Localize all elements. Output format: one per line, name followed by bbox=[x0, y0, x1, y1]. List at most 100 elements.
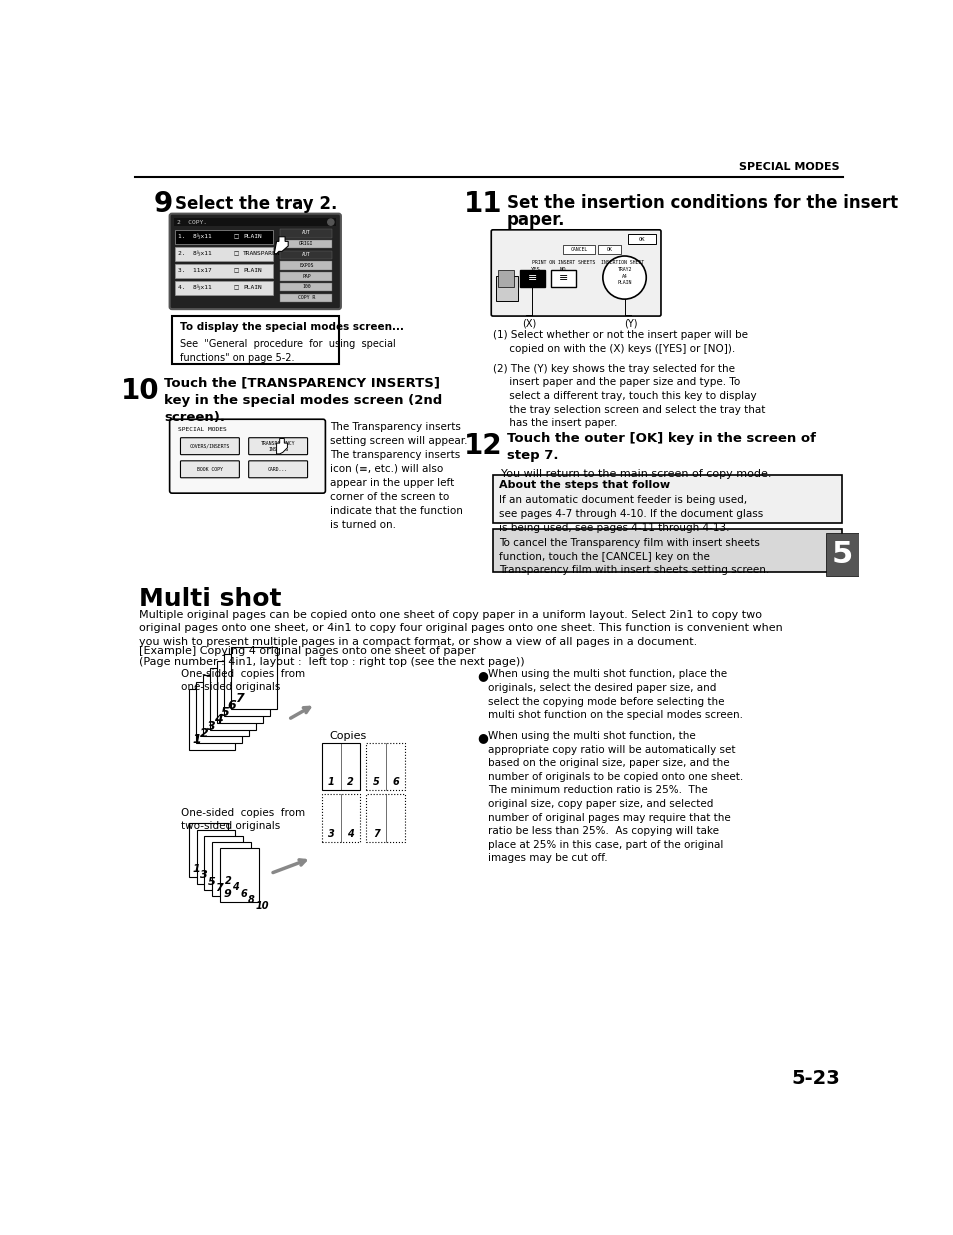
Bar bbox=[280, 272, 332, 280]
Text: 7: 7 bbox=[215, 883, 223, 893]
Text: 3: 3 bbox=[328, 829, 335, 839]
Text: 7: 7 bbox=[234, 692, 243, 705]
Bar bbox=[321, 742, 360, 790]
Text: 11: 11 bbox=[463, 190, 501, 217]
Text: 9: 9 bbox=[153, 190, 172, 217]
Text: (Y): (Y) bbox=[623, 319, 637, 329]
Text: 6: 6 bbox=[228, 699, 236, 711]
Bar bbox=[628, 233, 656, 243]
Bar bbox=[562, 246, 595, 254]
Bar bbox=[280, 262, 332, 270]
Text: ≡: ≡ bbox=[527, 273, 537, 283]
Bar bbox=[224, 655, 270, 716]
Text: PLAIN: PLAIN bbox=[617, 279, 631, 285]
Circle shape bbox=[328, 219, 334, 225]
Text: 8: 8 bbox=[248, 894, 254, 905]
Bar bbox=[497, 270, 513, 287]
Bar bbox=[189, 689, 235, 751]
Bar bbox=[366, 794, 405, 842]
Bar bbox=[220, 848, 258, 902]
Text: The Transparency inserts
setting screen will appear.
The transparency inserts
ic: The Transparency inserts setting screen … bbox=[330, 421, 467, 530]
Text: 4: 4 bbox=[233, 882, 239, 893]
Text: 5: 5 bbox=[373, 777, 379, 787]
Text: 7: 7 bbox=[373, 829, 379, 839]
Text: paper.: paper. bbox=[506, 211, 565, 230]
Bar bbox=[321, 794, 360, 842]
Bar bbox=[280, 294, 332, 303]
Text: 4: 4 bbox=[347, 829, 354, 839]
Bar bbox=[174, 217, 335, 226]
Text: INSERTION SHEET: INSERTION SHEET bbox=[600, 259, 643, 264]
Text: TRANSPARENCY
INSERTS: TRANSPARENCY INSERTS bbox=[260, 441, 295, 452]
Text: ●: ● bbox=[476, 669, 488, 683]
Polygon shape bbox=[274, 237, 288, 253]
Text: 5: 5 bbox=[831, 540, 852, 569]
Text: A4: A4 bbox=[621, 273, 627, 279]
Text: 3.  11x17: 3. 11x17 bbox=[178, 268, 212, 273]
Bar bbox=[280, 228, 332, 237]
Text: About the steps that follow: About the steps that follow bbox=[498, 479, 669, 490]
Bar bbox=[174, 247, 274, 261]
FancyBboxPatch shape bbox=[249, 437, 307, 454]
Bar bbox=[204, 836, 243, 889]
FancyBboxPatch shape bbox=[249, 461, 307, 478]
Bar bbox=[231, 647, 277, 709]
Text: PRINT ON INSERT SHEETS: PRINT ON INSERT SHEETS bbox=[531, 259, 594, 264]
Text: 2.  8½x11: 2. 8½x11 bbox=[178, 251, 212, 256]
Text: □: □ bbox=[233, 285, 239, 290]
Bar bbox=[825, 534, 858, 576]
FancyBboxPatch shape bbox=[180, 461, 239, 478]
Text: Copies: Copies bbox=[329, 731, 366, 741]
Text: 12: 12 bbox=[463, 431, 501, 459]
Text: (X): (X) bbox=[521, 319, 536, 329]
Bar bbox=[172, 316, 338, 364]
Text: ●: ● bbox=[476, 731, 488, 745]
Text: 3: 3 bbox=[207, 720, 215, 732]
Bar bbox=[280, 283, 332, 291]
Text: When using the multi shot function, the
appropriate copy ratio will be automatic: When using the multi shot function, the … bbox=[488, 731, 742, 863]
Text: 9: 9 bbox=[223, 889, 231, 899]
Text: 6: 6 bbox=[392, 777, 398, 787]
Text: (1) Select whether or not the insert paper will be
     copied on with the (X) k: (1) Select whether or not the insert pap… bbox=[493, 330, 747, 353]
Bar bbox=[203, 674, 249, 736]
Text: 10: 10 bbox=[255, 900, 269, 911]
Text: One-sided  copies  from
one-sided originals: One-sided copies from one-sided original… bbox=[181, 669, 305, 693]
FancyBboxPatch shape bbox=[180, 437, 239, 454]
Text: PLAIN: PLAIN bbox=[243, 235, 262, 240]
Text: 2  COPY.: 2 COPY. bbox=[177, 220, 207, 225]
Bar bbox=[210, 668, 256, 730]
Text: CANCEL: CANCEL bbox=[570, 247, 587, 252]
Text: SPECIAL MODES: SPECIAL MODES bbox=[178, 427, 227, 432]
Text: Select the tray 2.: Select the tray 2. bbox=[174, 195, 337, 212]
Text: 6: 6 bbox=[240, 888, 247, 899]
Text: AUT: AUT bbox=[302, 231, 311, 236]
Text: 1.  8½x11: 1. 8½x11 bbox=[178, 235, 212, 240]
Text: You will return to the main screen of copy mode.: You will return to the main screen of co… bbox=[500, 468, 770, 478]
Text: 1: 1 bbox=[192, 864, 199, 874]
Bar bbox=[496, 275, 517, 300]
Text: YES: YES bbox=[530, 267, 539, 273]
Text: CARD...: CARD... bbox=[268, 467, 288, 472]
Text: SPECIAL MODES: SPECIAL MODES bbox=[739, 163, 840, 173]
Text: □: □ bbox=[233, 251, 239, 256]
Text: □: □ bbox=[233, 268, 239, 273]
Text: 3: 3 bbox=[199, 871, 208, 881]
Text: NO: NO bbox=[558, 267, 565, 273]
Text: 4: 4 bbox=[213, 713, 222, 726]
Bar bbox=[493, 475, 841, 524]
Text: Set the insertion conditions for the insert: Set the insertion conditions for the ins… bbox=[506, 194, 897, 212]
Bar bbox=[493, 530, 841, 572]
Text: OK: OK bbox=[606, 247, 612, 252]
Text: 1: 1 bbox=[328, 777, 335, 787]
Text: COVERS/INSERTS: COVERS/INSERTS bbox=[190, 443, 230, 448]
Text: COPY R: COPY R bbox=[297, 295, 314, 300]
Text: 5: 5 bbox=[220, 705, 230, 719]
Text: Multiple original pages can be copied onto one sheet of copy paper in a uniform : Multiple original pages can be copied on… bbox=[138, 610, 781, 647]
Text: PLAIN: PLAIN bbox=[243, 268, 262, 273]
Text: If an automatic document feeder is being used,
see pages 4-7 through 4-10. If th: If an automatic document feeder is being… bbox=[498, 495, 762, 532]
Text: 2: 2 bbox=[347, 777, 354, 787]
Bar bbox=[212, 842, 251, 895]
Text: □: □ bbox=[233, 235, 239, 240]
Bar bbox=[519, 270, 544, 287]
Bar bbox=[216, 661, 263, 722]
